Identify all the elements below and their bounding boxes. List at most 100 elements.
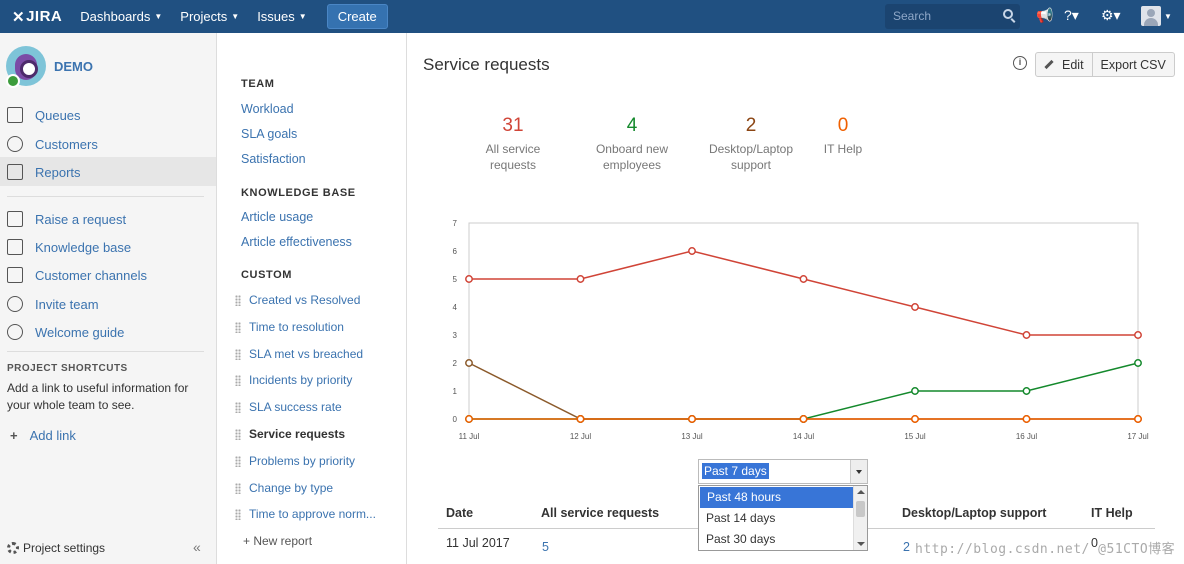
drag-handle-icon[interactable] xyxy=(235,482,241,494)
project-settings-link[interactable]: Project settings xyxy=(7,541,105,555)
dropdown-scrollbar[interactable] xyxy=(853,486,867,550)
edit-button[interactable]: Edit xyxy=(1036,53,1092,76)
collapse-sidebar-icon[interactable]: « xyxy=(193,539,201,555)
project-header[interactable]: DEMO xyxy=(6,46,93,88)
column-header-date[interactable]: Date xyxy=(446,506,474,520)
data-point xyxy=(688,415,696,423)
stat-onboard-new-employees[interactable]: 4 Onboard new employees xyxy=(588,115,676,173)
custom-heading: CUSTOM xyxy=(241,269,293,281)
x-tick-label: 16 Jul xyxy=(1016,432,1038,441)
chevron-down-icon[interactable]: ▼ xyxy=(1164,12,1172,21)
data-point xyxy=(911,387,919,395)
knowledge-base-icon xyxy=(7,239,23,255)
announcement-icon[interactable]: 📢 xyxy=(1036,7,1054,23)
add-link-button[interactable]: + Add link xyxy=(10,428,76,443)
new-report-button[interactable]: + New report xyxy=(243,534,312,548)
report-link-article-effectiveness[interactable]: Article effectiveness xyxy=(241,235,352,249)
data-point xyxy=(1134,359,1142,367)
period-option[interactable]: Past 48 hours xyxy=(700,487,854,508)
queues-icon xyxy=(7,107,23,123)
report-link-label: Problems by priority xyxy=(249,454,356,468)
nav-projects[interactable]: Projects ▼ xyxy=(180,9,239,24)
column-header-desktop-laptop-support[interactable]: Desktop/Laptop support xyxy=(902,506,1047,520)
nav-dashboards[interactable]: Dashboards ▼ xyxy=(80,9,162,24)
report-link-workload[interactable]: Workload xyxy=(241,102,294,116)
data-point xyxy=(465,359,473,367)
period-select[interactable]: Past 7 days xyxy=(698,459,868,484)
report-link-satisfaction[interactable]: Satisfaction xyxy=(241,152,306,166)
search-placeholder: Search xyxy=(893,9,932,23)
project-settings-label: Project settings xyxy=(23,541,106,555)
report-link-time-to-approve[interactable]: Time to approve norm... xyxy=(235,507,376,521)
report-link-label: Incidents by priority xyxy=(249,373,353,387)
drag-handle-icon[interactable] xyxy=(235,374,241,386)
chevron-down-icon: ▼ xyxy=(154,12,163,21)
search-icon xyxy=(1003,9,1013,19)
sidebar-item-raise-request[interactable]: Raise a request xyxy=(7,209,126,229)
report-link-service-requests[interactable]: Service requests xyxy=(235,427,345,441)
project-sidebar: DEMO Queues Customers Reports Raise a re… xyxy=(0,33,217,564)
column-header-it-help[interactable]: IT Help xyxy=(1091,506,1133,520)
chevron-down-icon[interactable] xyxy=(850,460,867,483)
stat-label-line2: requests xyxy=(489,158,537,172)
divider xyxy=(7,351,204,352)
drag-handle-icon[interactable] xyxy=(235,401,241,413)
sidebar-item-label: Queues xyxy=(35,107,81,123)
sidebar-item-welcome-guide[interactable]: Welcome guide xyxy=(7,322,124,342)
report-link-incidents-by-priority[interactable]: Incidents by priority xyxy=(235,373,352,387)
report-link-article-usage[interactable]: Article usage xyxy=(241,210,314,224)
y-tick-label: 3 xyxy=(453,331,458,340)
drag-handle-icon[interactable] xyxy=(235,321,241,333)
drag-handle-icon[interactable] xyxy=(235,455,241,467)
table-cell-desktop-laptop-support[interactable]: 2 xyxy=(903,540,910,554)
stat-value: 31 xyxy=(502,115,524,136)
scroll-down-icon[interactable] xyxy=(857,542,865,546)
period-option[interactable]: Past 14 days xyxy=(706,511,776,525)
nav-projects-label: Projects xyxy=(180,9,228,24)
report-link-sla-met-vs-breached[interactable]: SLA met vs breached xyxy=(235,347,363,361)
table-cell-all-service-requests[interactable]: 5 xyxy=(542,540,549,554)
nav-issues[interactable]: Issues ▼ xyxy=(257,9,307,24)
settings-gear-icon[interactable]: ⚙▾ xyxy=(1101,7,1121,23)
report-link-problems-by-priority[interactable]: Problems by priority xyxy=(235,454,355,468)
report-link-time-to-resolution[interactable]: Time to resolution xyxy=(235,320,344,334)
sidebar-item-knowledge-base[interactable]: Knowledge base xyxy=(7,237,131,257)
report-link-label: Time to resolution xyxy=(249,320,344,334)
project-shortcuts-text: Add a link to useful information for you… xyxy=(7,381,189,412)
jira-logo[interactable]: ✕ JIRA xyxy=(12,8,62,26)
drag-handle-icon[interactable] xyxy=(235,348,241,360)
stat-it-help[interactable]: 0 IT Help xyxy=(818,115,868,157)
report-link-created-vs-resolved[interactable]: Created vs Resolved xyxy=(235,293,360,307)
search-input[interactable]: Search xyxy=(885,4,1020,29)
report-link-sla-goals[interactable]: SLA goals xyxy=(241,127,298,141)
report-link-change-by-type[interactable]: Change by type xyxy=(235,481,333,495)
stat-label-line1: Desktop/Laptop xyxy=(708,142,794,156)
period-option[interactable]: Past 30 days xyxy=(706,532,776,546)
nav-dashboards-label: Dashboards xyxy=(80,9,151,24)
help-icon[interactable]: ?▾ xyxy=(1064,7,1079,23)
info-icon[interactable]: i xyxy=(1013,56,1027,70)
drag-handle-icon[interactable] xyxy=(235,428,241,440)
sidebar-item-label: Invite team xyxy=(35,296,99,312)
report-link-sla-success-rate[interactable]: SLA success rate xyxy=(235,400,342,414)
scrollbar-thumb[interactable] xyxy=(856,501,865,517)
stat-desktop-laptop-support[interactable]: 2 Desktop/Laptop support xyxy=(706,115,796,173)
sidebar-item-invite-team[interactable]: Invite team xyxy=(7,294,99,314)
sidebar-item-queues[interactable]: Queues xyxy=(7,105,81,125)
create-button[interactable]: Create xyxy=(326,4,388,29)
sidebar-item-customer-channels[interactable]: Customer channels xyxy=(7,265,147,285)
sidebar-item-reports[interactable]: Reports xyxy=(7,162,81,182)
reports-icon xyxy=(7,164,23,180)
stat-all-service-requests[interactable]: 31 All service requests xyxy=(473,115,553,173)
sidebar-item-customers[interactable]: Customers xyxy=(7,134,98,154)
export-csv-button[interactable]: Export CSV xyxy=(1091,53,1174,76)
data-point xyxy=(1022,331,1031,339)
drag-handle-icon[interactable] xyxy=(235,508,241,520)
drag-handle-icon[interactable] xyxy=(235,294,241,306)
data-point xyxy=(688,247,696,255)
user-avatar[interactable] xyxy=(1141,6,1161,26)
column-header-all-service-requests[interactable]: All service requests xyxy=(541,506,660,520)
sidebar-item-label: Customer channels xyxy=(35,267,147,283)
stat-label-line1: All service xyxy=(485,142,541,156)
scroll-up-icon[interactable] xyxy=(857,490,865,494)
